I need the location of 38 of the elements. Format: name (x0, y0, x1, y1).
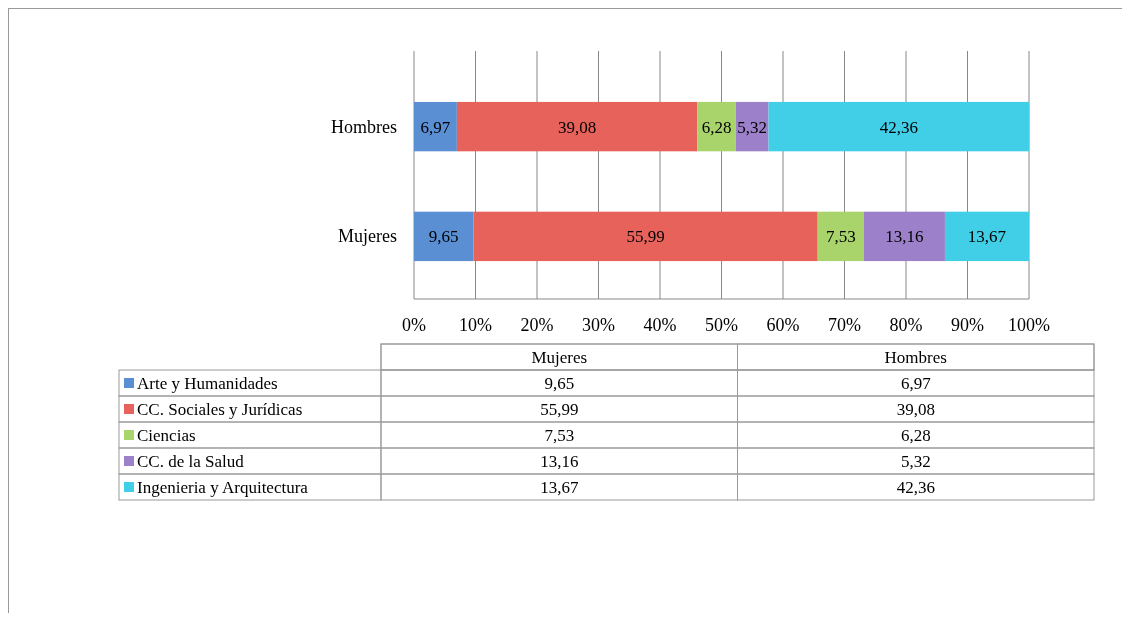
data-label: 7,53 (825, 227, 856, 247)
category-label: Mujeres (531, 348, 588, 367)
data-label: 6,28 (701, 117, 732, 137)
text: 13,67 (540, 478, 579, 497)
x-tick-label: 0% (402, 315, 426, 335)
data-label: 55,99 (626, 227, 665, 247)
legend-label: CC. de la Salud (137, 452, 245, 471)
data-label: 13,16 (885, 227, 924, 247)
x-tick-label: 80% (889, 315, 923, 335)
x-tick-label: 40% (643, 315, 677, 335)
text: 55,99 (540, 400, 579, 419)
x-tick-label: 50% (705, 315, 738, 335)
x-tick-label: 90% (951, 315, 984, 335)
text: 9,65 (544, 374, 575, 393)
category-label: Hombres (884, 348, 947, 367)
x-tick-label: 70% (828, 315, 861, 335)
text: 5,32 (900, 452, 931, 471)
text: 42,36 (896, 478, 935, 497)
legend-label: CC. Sociales y Jurídicas (137, 400, 303, 419)
text: 39,08 (896, 400, 935, 419)
x-tick-label: 30% (582, 315, 615, 335)
legend-label: Ciencias (137, 426, 196, 445)
data-label: 39,08 (557, 117, 597, 137)
x-tick-label: 10% (459, 315, 492, 335)
x-tick-label: 20% (520, 315, 554, 335)
x-tick-label: 100% (1008, 315, 1050, 335)
text: 13,16 (540, 452, 579, 471)
legend-label: Arte y Humanidades (137, 374, 278, 393)
x-tick-label: 60% (766, 315, 800, 335)
text: 7,53 (544, 426, 575, 445)
data-label: 42,36 (879, 117, 918, 137)
data-label: 13,67 (967, 227, 1007, 247)
text: 6,97 (900, 374, 931, 393)
data-label: 9,65 (428, 227, 459, 247)
data-label: 5,32 (737, 117, 768, 137)
text: 6,28 (900, 426, 931, 445)
legend-label: Ingenieria y Arquitectura (137, 478, 309, 497)
data-label: 6,97 (420, 117, 451, 137)
